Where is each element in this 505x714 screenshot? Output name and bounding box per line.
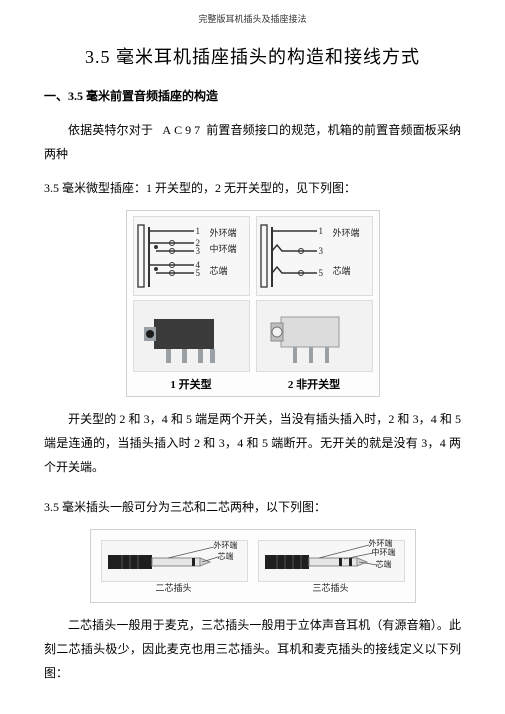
figure-1-caption-right: 2 非开关型: [256, 376, 373, 392]
schematic-left-label-mid: 中环端: [210, 242, 237, 255]
photo-switch-jack: [133, 300, 250, 372]
figure-2: 外环端 芯端 二芯插头: [44, 529, 461, 603]
schematic-left-pin-5: 5: [196, 268, 201, 278]
p1-part-a: 依据英特尔对于: [68, 123, 153, 137]
plug-three-conductor: 外环端 中环端 芯端 三芯插头: [258, 540, 405, 582]
plug-two-conductor: 外环端 芯端 二芯插头: [101, 540, 248, 582]
p1-ac97: AC97: [162, 123, 203, 137]
figure-1-captions: 1 开关型 2 非开关型: [133, 376, 373, 392]
plug2-label-tip: 芯端: [218, 551, 234, 562]
figure-1-caption-left: 1 开关型: [133, 376, 250, 392]
plug2-label-outer: 外环端: [214, 540, 238, 551]
plug3-label-mid: 中环端: [372, 547, 396, 558]
figure-1-schematics-row: 1 2 3 4 5 外环端 中环端 芯端: [133, 216, 373, 296]
schematic-right-label-outer: 外环端: [333, 226, 360, 239]
schematic-left-label-outer: 外环端: [210, 226, 237, 239]
schematic-left-pin-3: 3: [196, 246, 201, 256]
schematic-right-label-tip: 芯端: [333, 264, 351, 277]
plug2-caption: 二芯插头: [156, 581, 192, 594]
schematic-left-pin-1: 1: [196, 226, 201, 236]
plug3-label-tip: 芯端: [376, 559, 392, 570]
paragraph-3: 开关型的 2 和 3，4 和 5 端是两个开关，当没有插头插入时，2 和 3，4…: [44, 407, 461, 479]
paragraph-1: 依据英特尔对于 AC97 前置音频接口的规范，机箱的前置音频面板采纳两种: [44, 118, 461, 166]
schematic-left-label-tip: 芯端: [210, 264, 228, 277]
section-1-heading: 一、3.5 毫米前置音频插座的构造: [44, 87, 461, 104]
paragraph-5: 二芯插头一般用于麦克，三芯插头一般用于立体声音耳机（有源音箱）。此刻二芯插头极少…: [44, 613, 461, 685]
figure-1: 1 2 3 4 5 外环端 中环端 芯端: [44, 210, 461, 397]
document-title: 3.5 毫米耳机插座插头的构造和接线方式: [44, 43, 461, 69]
paragraph-2: 3.5 毫米微型插座：1 开关型的，2 无开关型的，见下列图：: [44, 176, 461, 200]
schematic-right-pin-5: 5: [319, 268, 324, 278]
schematic-right-pin-3: 3: [319, 246, 324, 256]
photo-non-switch-jack: [256, 300, 373, 372]
schematic-non-switch-type: 1 3 5 外环端 芯端: [256, 216, 373, 296]
plug3-caption: 三芯插头: [313, 581, 349, 594]
schematic-right-pin-1: 1: [319, 226, 324, 236]
figure-1-photos-row: [133, 300, 373, 372]
page-header: 完整版耳机插头及插座接法: [44, 12, 461, 25]
schematic-switch-type: 1 2 3 4 5 外环端 中环端 芯端: [133, 216, 250, 296]
paragraph-4: 3.5 毫米插头一般可分为三芯和二芯两种，以下列图：: [44, 495, 461, 519]
